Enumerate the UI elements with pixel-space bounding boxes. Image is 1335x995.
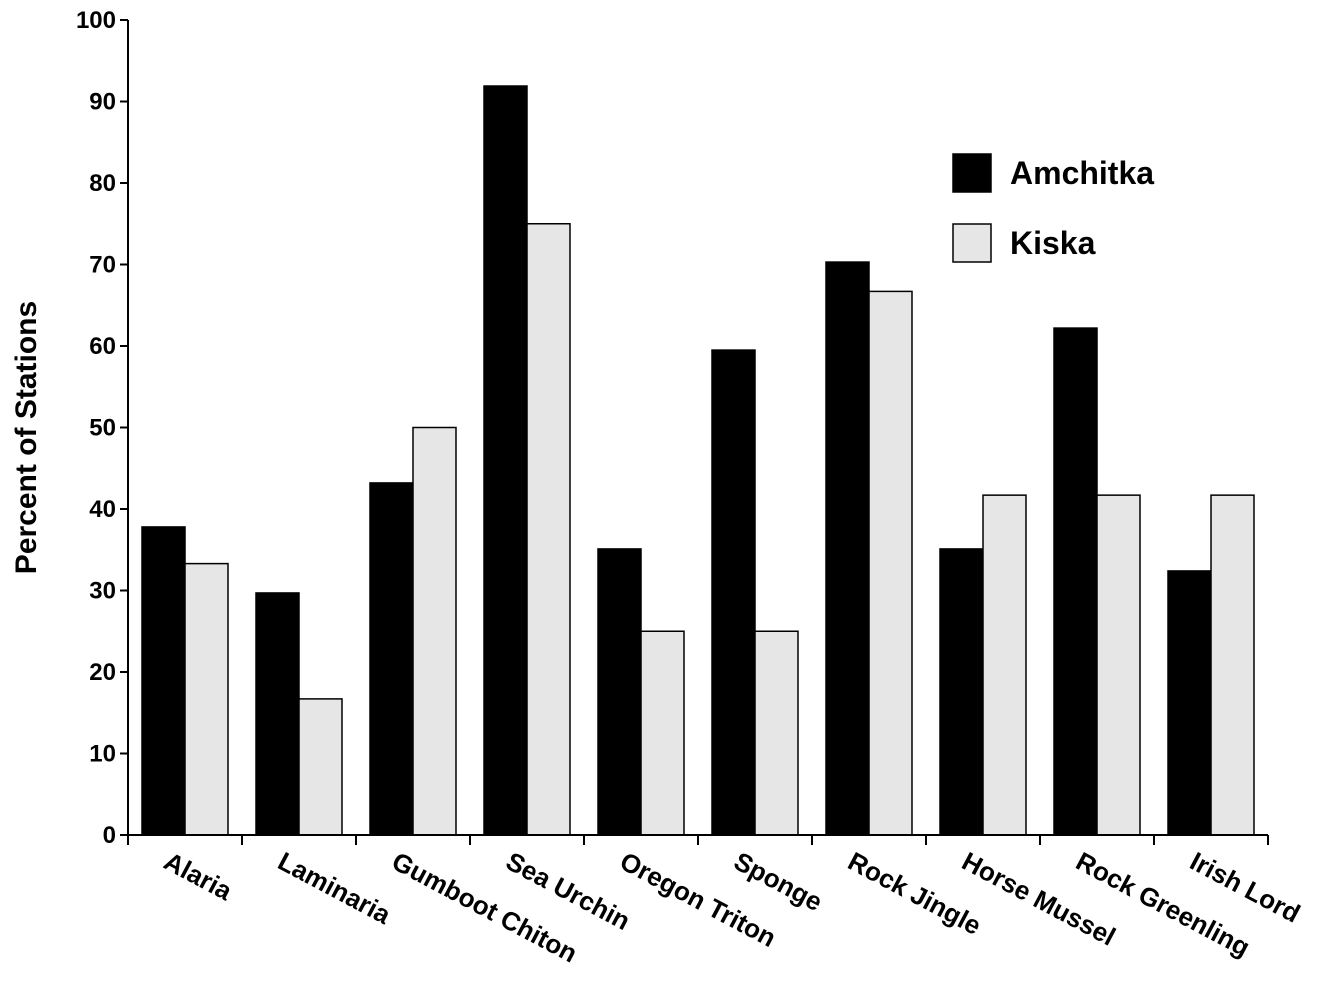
legend-swatch-amchitka [952, 153, 992, 193]
bar-amchitka-laminaria [255, 592, 300, 836]
bar-kiska-gumboot-chiton [412, 426, 457, 836]
bar-amchitka-irish-lord [1167, 570, 1212, 836]
y-tick-label: 20 [89, 659, 116, 686]
category-label-alaria: Alaria [159, 846, 237, 907]
y-tick-label: 10 [89, 741, 116, 768]
y-axis-label: Percent of Stations [10, 301, 43, 574]
legend: Amchitka Kiska [952, 153, 1154, 263]
legend-swatch-kiska [952, 223, 992, 263]
bar-kiska-rock-jingle [868, 290, 913, 836]
bar-kiska-horse-mussel [982, 494, 1027, 836]
bar-amchitka-gumboot-chiton [369, 482, 414, 836]
y-tick-label: 60 [89, 333, 116, 360]
bar-kiska-rock-greenling [1096, 494, 1141, 836]
bar-amchitka-oregon-triton [597, 548, 642, 836]
bar-amchitka-alaria [141, 526, 186, 836]
bar-kiska-sea-urchin [526, 223, 571, 836]
y-tick-label: 30 [89, 578, 116, 605]
bars-layer [141, 85, 1255, 836]
y-tick-label: 90 [89, 89, 116, 116]
bar-kiska-sponge [754, 630, 799, 836]
bar-amchitka-sea-urchin [483, 85, 528, 836]
y-tick-label: 100 [76, 7, 116, 34]
y-tick-label: 0 [103, 822, 116, 849]
bar-amchitka-rock-greenling [1053, 327, 1098, 836]
y-tick-label: 40 [89, 496, 116, 523]
bar-kiska-laminaria [298, 698, 343, 836]
bar-amchitka-sponge [711, 349, 756, 836]
bar-kiska-alaria [184, 562, 229, 836]
bar-amchitka-rock-jingle [825, 261, 870, 836]
category-label-laminaria: Laminaria [273, 846, 396, 930]
category-label-gumboot-chiton: Gumboot Chiton [387, 846, 582, 969]
y-ticks-layer: 0 10 20 30 40 50 60 70 80 90 100 [76, 7, 128, 849]
y-tick-label: 80 [89, 170, 116, 197]
bar-kiska-oregon-triton [640, 630, 685, 836]
bar-amchitka-horse-mussel [939, 548, 984, 836]
y-tick-label: 70 [89, 252, 116, 279]
y-tick-label: 50 [89, 415, 116, 442]
bar-kiska-irish-lord [1210, 494, 1255, 836]
legend-label-kiska: Kiska [1010, 225, 1096, 261]
legend-label-amchitka: Amchitka [1010, 155, 1154, 191]
